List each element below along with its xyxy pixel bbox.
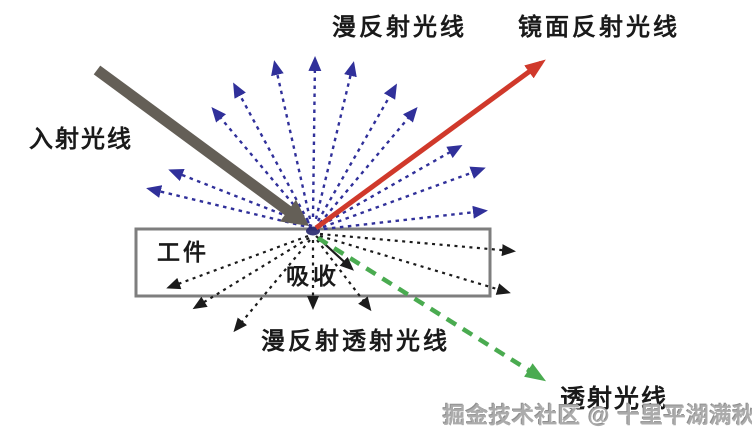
- watermark-text: 掘金技术社区 @ 十里平湖满秋霜: [443, 403, 752, 428]
- specular-reflection-ray: [314, 59, 546, 231]
- specular-reflection-label: 镜面反射光线: [518, 14, 680, 41]
- transmitted-ray: [316, 236, 547, 382]
- impact-point: [306, 226, 320, 236]
- absorption-label: 吸收: [286, 263, 340, 289]
- diffuse-ray: [323, 205, 488, 231]
- diffuse-ray: [308, 56, 322, 218]
- diffuse-ray: [321, 145, 463, 227]
- incident-ray-shaft: [93, 65, 295, 218]
- incident-ray: [93, 65, 309, 226]
- transmission-ray: [319, 234, 511, 295]
- incident-ray-arrowhead: [280, 199, 309, 226]
- diffuse-ray: [322, 166, 486, 229]
- diffuse-ray: [271, 60, 312, 220]
- diffuse-transmission-label: 漫反射透射光线: [261, 328, 450, 355]
- diffuse-ray: [319, 106, 418, 224]
- diffuse-reflection-label: 漫反射光线: [332, 14, 467, 41]
- workpiece-label: 工件: [157, 239, 209, 265]
- diffuse-ray: [316, 83, 397, 222]
- transmission-ray: [166, 234, 309, 290]
- diffuse-ray: [146, 185, 313, 230]
- incident-ray-label: 入射光线: [29, 126, 133, 153]
- transmission-label: 透射光线: [560, 385, 669, 413]
- diffuse-ray: [233, 82, 310, 222]
- diffuse-ray: [314, 61, 357, 220]
- transmission-ray: [319, 232, 516, 257]
